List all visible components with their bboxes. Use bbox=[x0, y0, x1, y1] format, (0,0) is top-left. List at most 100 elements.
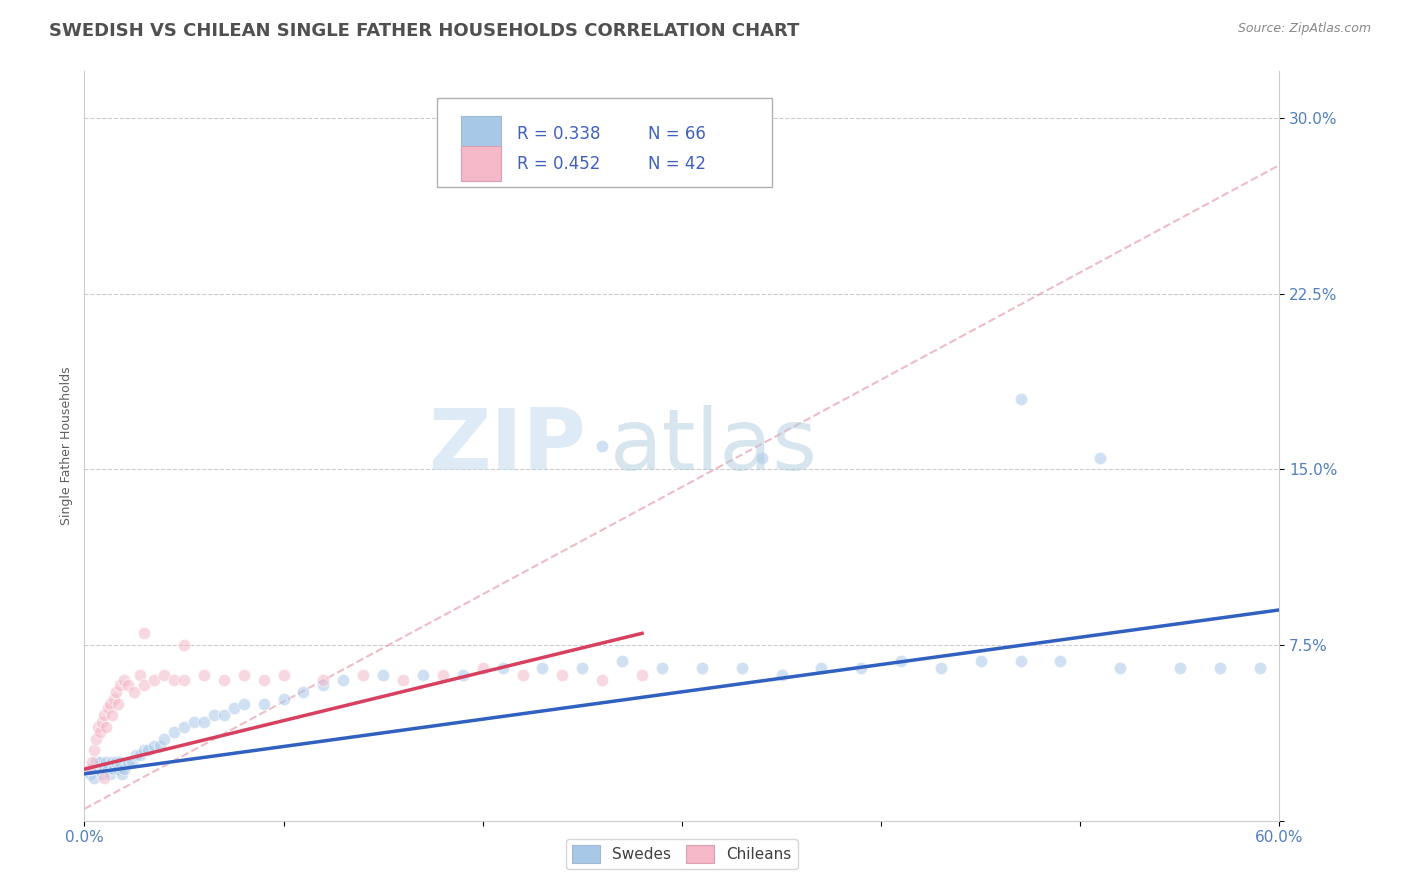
Point bbox=[1109, 661, 1132, 675]
Point bbox=[890, 655, 912, 669]
Point bbox=[651, 661, 673, 675]
Point bbox=[492, 661, 515, 675]
Point bbox=[810, 661, 832, 675]
Text: R = 0.452: R = 0.452 bbox=[517, 154, 600, 172]
Point bbox=[93, 762, 115, 776]
Point bbox=[91, 715, 114, 730]
Point bbox=[292, 685, 315, 699]
Point bbox=[631, 668, 654, 682]
Point bbox=[83, 772, 105, 786]
Point bbox=[202, 708, 225, 723]
FancyBboxPatch shape bbox=[461, 116, 502, 151]
Point bbox=[129, 668, 152, 682]
Point bbox=[1049, 655, 1071, 669]
Point bbox=[132, 678, 156, 692]
Point bbox=[93, 708, 115, 723]
Point bbox=[97, 701, 120, 715]
Point bbox=[103, 692, 125, 706]
Point bbox=[82, 762, 104, 776]
Point bbox=[1168, 661, 1191, 675]
Point bbox=[149, 739, 172, 753]
Point bbox=[531, 661, 554, 675]
Point bbox=[432, 668, 454, 682]
Point bbox=[107, 697, 129, 711]
Point bbox=[471, 661, 494, 675]
Point bbox=[110, 678, 132, 692]
Point bbox=[273, 668, 295, 682]
Text: N = 66: N = 66 bbox=[648, 125, 706, 143]
Point bbox=[770, 668, 793, 682]
Point bbox=[86, 755, 108, 769]
Point bbox=[98, 767, 121, 781]
Point bbox=[105, 755, 128, 769]
Point bbox=[690, 661, 713, 675]
FancyBboxPatch shape bbox=[437, 97, 772, 187]
Point bbox=[1010, 392, 1032, 407]
Point bbox=[163, 673, 186, 688]
Point bbox=[122, 685, 145, 699]
Point bbox=[273, 692, 295, 706]
Point bbox=[132, 626, 156, 640]
Point bbox=[1090, 450, 1112, 465]
Point bbox=[591, 673, 613, 688]
Point bbox=[83, 743, 105, 757]
Point bbox=[731, 661, 754, 675]
Point bbox=[232, 668, 254, 682]
Point bbox=[253, 673, 276, 688]
Point bbox=[183, 715, 205, 730]
Point bbox=[212, 673, 235, 688]
Point bbox=[107, 762, 129, 776]
Point bbox=[136, 743, 159, 757]
Point bbox=[571, 661, 593, 675]
Point bbox=[125, 747, 148, 762]
Point bbox=[312, 678, 335, 692]
Point bbox=[101, 708, 124, 723]
Point bbox=[111, 767, 134, 781]
Point bbox=[212, 708, 235, 723]
Y-axis label: Single Father Households: Single Father Households bbox=[60, 367, 73, 525]
Point bbox=[253, 697, 276, 711]
Point bbox=[153, 668, 176, 682]
Point bbox=[373, 668, 395, 682]
Point bbox=[153, 731, 176, 746]
Point bbox=[96, 720, 118, 734]
Point bbox=[112, 673, 135, 688]
Point bbox=[392, 673, 415, 688]
Point bbox=[193, 668, 215, 682]
Point bbox=[312, 673, 335, 688]
Point bbox=[193, 715, 215, 730]
FancyBboxPatch shape bbox=[461, 146, 502, 181]
Point bbox=[1249, 661, 1271, 675]
Point bbox=[89, 755, 111, 769]
Point bbox=[173, 720, 195, 734]
Point bbox=[79, 767, 101, 781]
Point bbox=[101, 755, 124, 769]
Point bbox=[1209, 661, 1232, 675]
Point bbox=[332, 673, 354, 688]
Point bbox=[143, 673, 166, 688]
Point bbox=[121, 755, 143, 769]
Point bbox=[82, 755, 104, 769]
Point bbox=[143, 739, 166, 753]
Point bbox=[173, 638, 195, 652]
Legend: Swedes, Chileans: Swedes, Chileans bbox=[567, 839, 797, 869]
Point bbox=[451, 668, 474, 682]
Text: N = 42: N = 42 bbox=[648, 154, 706, 172]
Point bbox=[612, 655, 634, 669]
Point bbox=[163, 724, 186, 739]
Point bbox=[929, 661, 952, 675]
Point bbox=[110, 755, 132, 769]
Point bbox=[132, 743, 156, 757]
Point bbox=[97, 762, 120, 776]
Point bbox=[970, 655, 993, 669]
Point bbox=[89, 724, 111, 739]
Point bbox=[86, 731, 108, 746]
Point bbox=[96, 755, 118, 769]
Point bbox=[173, 673, 195, 688]
Point bbox=[222, 701, 245, 715]
Point bbox=[232, 697, 254, 711]
Point bbox=[751, 450, 773, 465]
Point bbox=[79, 762, 101, 776]
Point bbox=[87, 762, 110, 776]
Point bbox=[91, 767, 114, 781]
